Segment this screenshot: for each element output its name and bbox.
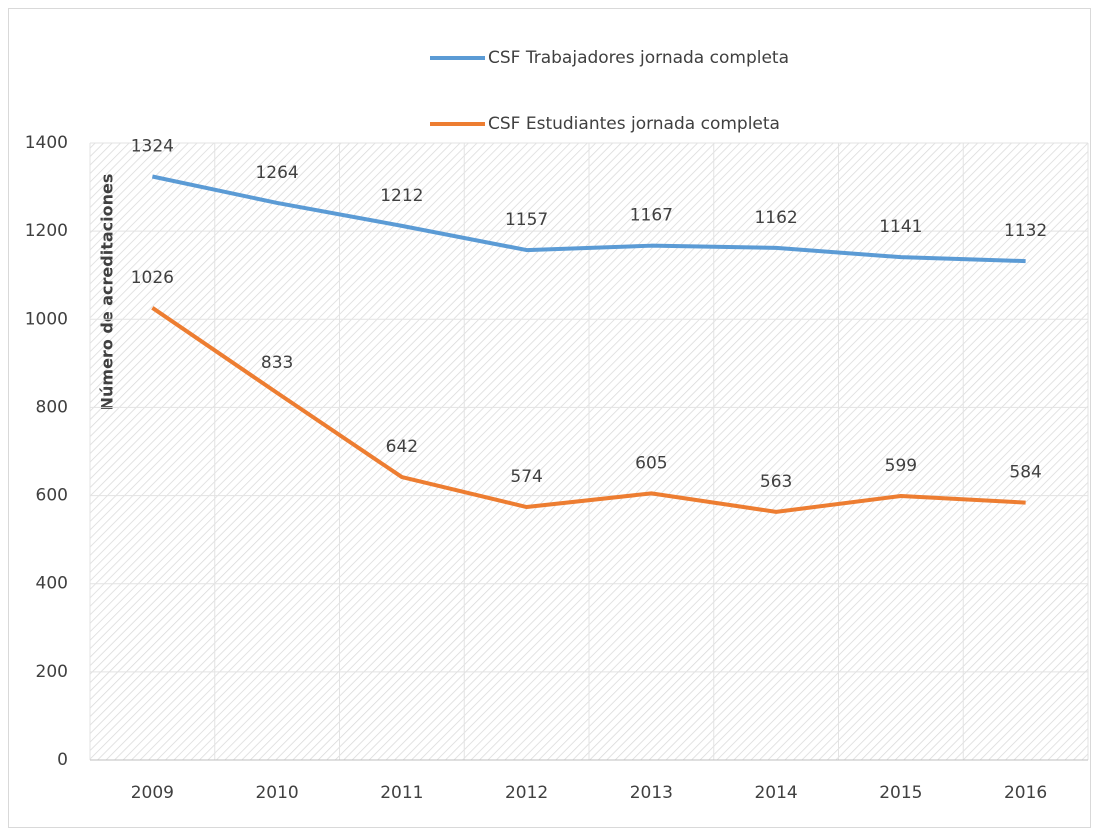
data-label: 1162	[754, 208, 797, 228]
data-label: 1141	[879, 217, 922, 237]
x-tick-label: 2014	[754, 783, 797, 803]
y-tick-label: 400	[36, 574, 68, 594]
data-label: 584	[1009, 463, 1041, 483]
y-axis-label: Número de acreditaciones	[98, 174, 117, 411]
x-tick-label: 2012	[505, 783, 548, 803]
data-label: 1167	[630, 206, 673, 226]
data-label: 563	[760, 472, 792, 492]
x-tick-label: 2013	[630, 783, 673, 803]
data-label: 833	[261, 353, 293, 373]
y-tick-label: 600	[36, 486, 68, 506]
legend-label: CSF Trabajadores jornada completa	[488, 48, 789, 68]
x-tick-label: 2015	[879, 783, 922, 803]
data-label: 1132	[1004, 221, 1047, 241]
data-label: 574	[510, 467, 542, 487]
data-label: 1212	[380, 186, 423, 206]
data-label: 1026	[131, 268, 174, 288]
x-tick-label: 2009	[131, 783, 174, 803]
y-tick-label: 1200	[25, 221, 68, 241]
x-tick-label: 2016	[1004, 783, 1047, 803]
y-tick-label: 1000	[25, 309, 68, 329]
y-tick-label: 1400	[25, 133, 68, 153]
y-tick-label: 800	[36, 397, 68, 417]
legend-label: CSF Estudiantes jornada completa	[488, 114, 780, 134]
data-label: 599	[885, 456, 917, 476]
data-label: 605	[635, 453, 667, 473]
x-tick-label: 2010	[255, 783, 298, 803]
y-tick-label: 200	[36, 662, 68, 682]
data-label: 642	[386, 437, 418, 457]
data-label: 1264	[255, 163, 298, 183]
series-line	[151, 174, 1026, 264]
data-label: 1157	[505, 210, 548, 230]
y-tick-label: 0	[57, 750, 68, 770]
series-line	[151, 306, 1026, 514]
data-label: 1324	[131, 136, 174, 156]
x-tick-label: 2011	[380, 783, 423, 803]
